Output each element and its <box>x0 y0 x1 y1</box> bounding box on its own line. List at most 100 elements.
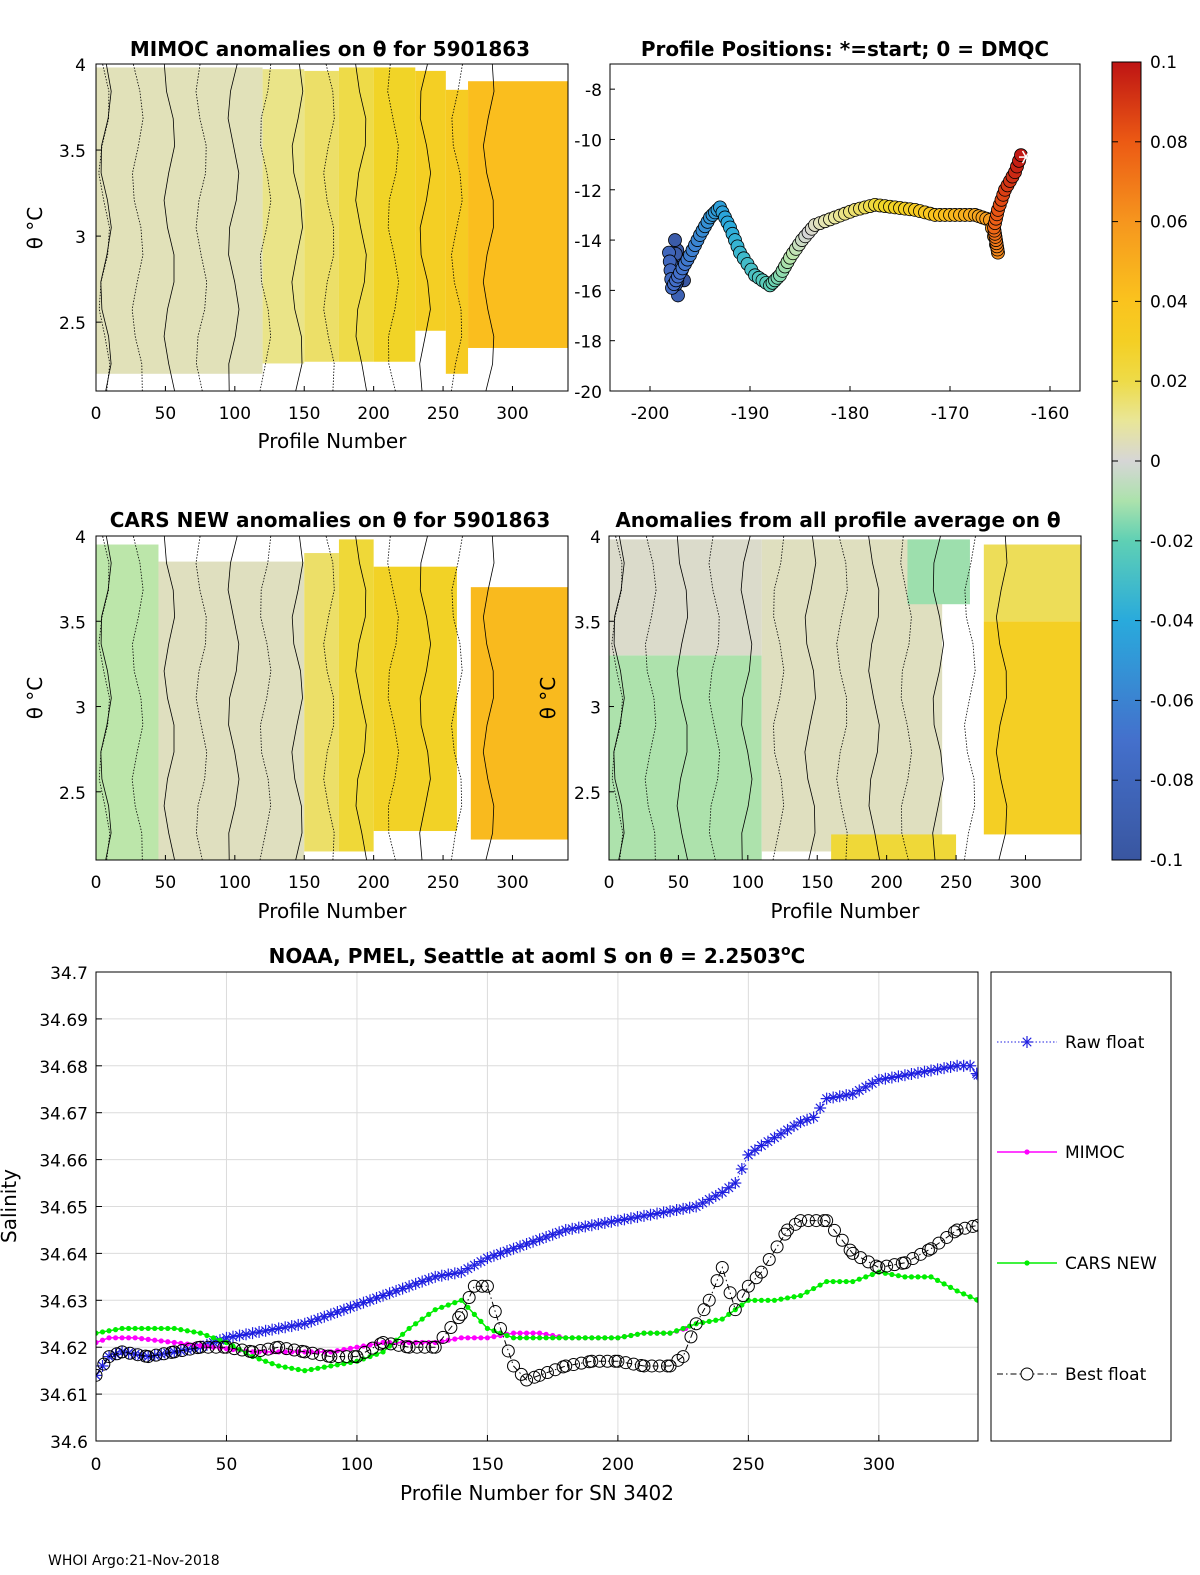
heatmap-cell <box>415 70 446 331</box>
cars-marker <box>373 1351 380 1357</box>
cars-marker <box>432 1307 438 1313</box>
y-tick-label: -14 <box>574 232 602 252</box>
y-tick-label: 3.5 <box>59 142 86 162</box>
mimoc-axes-box <box>95 63 569 392</box>
heatmap-cell <box>304 553 339 852</box>
cars-marker <box>797 1293 804 1299</box>
cars-marker <box>732 1307 738 1313</box>
heatmap-cell <box>470 587 568 840</box>
mimoc-ylabel: θ °C <box>23 207 47 250</box>
footer-credit: WHOI Argo:21-Nov-2018 <box>48 1553 220 1569</box>
best-float-marker <box>880 1259 894 1273</box>
contour-line <box>227 536 240 860</box>
best-float-marker <box>444 1321 458 1335</box>
raw-float-marker <box>939 1063 949 1073</box>
cars-marker <box>419 1316 425 1322</box>
cars-line <box>96 1271 978 1372</box>
best-float-marker <box>452 1311 466 1325</box>
best-float-marker <box>778 1227 792 1241</box>
contour-line <box>900 536 913 860</box>
best-float-marker <box>835 1233 849 1247</box>
cars-marker <box>804 1289 810 1295</box>
best-float-marker <box>914 1247 928 1261</box>
best-float-marker <box>540 1366 554 1380</box>
best-float-marker <box>462 1290 476 1304</box>
cars-marker <box>99 1329 106 1335</box>
x-tick-label: 250 <box>427 404 459 424</box>
best-float-marker <box>684 1330 698 1344</box>
salinity-grid <box>95 971 978 1442</box>
cars-marker <box>315 1365 321 1371</box>
raw-float-marker <box>574 1222 584 1233</box>
y-tick-label: 34.68 <box>39 1058 88 1078</box>
heatmap-cell <box>373 67 416 362</box>
best-float-marker <box>794 1214 808 1228</box>
best-float-marker <box>332 1350 346 1364</box>
salinity-series <box>96 1059 978 1387</box>
raw-float-marker <box>691 1201 701 1212</box>
heatmap-cell <box>445 89 469 374</box>
raw-float-marker <box>587 1220 597 1230</box>
avg-heatmap <box>609 536 1081 860</box>
contour-line <box>419 64 432 391</box>
best-float-marker <box>96 1368 103 1382</box>
best-float-marker <box>350 1350 364 1364</box>
raw-float-marker <box>973 1074 978 1080</box>
raw-float-marker <box>580 1221 590 1232</box>
mimoc-marker <box>204 1343 210 1350</box>
mimoc-marker <box>523 1330 530 1336</box>
raw-float-marker <box>652 1208 662 1219</box>
cars-marker <box>452 1300 458 1306</box>
best-float-marker <box>246 1345 260 1359</box>
salinity-ticks: 0 50 100 150 200 250 300 34.6 34.61 34.62 34.63 34.… <box>39 964 895 1475</box>
raw-float-marker <box>221 1333 232 1343</box>
cars-marker <box>784 1295 791 1301</box>
x-tick-label: 300 <box>1009 873 1041 893</box>
cars-marker <box>556 1335 562 1341</box>
y-tick-label: 3 <box>590 699 601 719</box>
raw-float-marker <box>658 1207 669 1218</box>
cars-marker <box>895 1273 902 1279</box>
contour-line <box>131 64 144 391</box>
cars-marker <box>778 1296 784 1302</box>
best-float-marker <box>660 1359 674 1373</box>
heatmap-cell <box>907 539 970 605</box>
best-float-marker <box>872 1260 886 1274</box>
best-float-marker <box>843 1243 857 1257</box>
y-tick-label: 34.69 <box>39 1011 88 1031</box>
raw-float-marker <box>1022 1037 1032 1047</box>
contour-line <box>676 536 689 860</box>
best-float-marker <box>183 1342 197 1356</box>
best-float-marker <box>102 1350 116 1364</box>
raw-float-marker <box>952 1061 962 1071</box>
mimoc-marker <box>537 1330 543 1336</box>
mimoc-marker <box>152 1337 158 1343</box>
contour-line <box>482 64 495 391</box>
best-float-marker <box>533 1368 547 1382</box>
cars-marker <box>908 1274 915 1280</box>
x-tick-label: 300 <box>496 404 528 424</box>
cars-marker <box>641 1330 647 1336</box>
best-float-marker <box>340 1350 354 1364</box>
mimoc-marker <box>491 1334 497 1340</box>
heatmap-cell <box>609 539 762 656</box>
best-float-line <box>96 1220 978 1381</box>
cars-xlabel: Profile Number <box>258 899 408 923</box>
cars-marker <box>119 1325 125 1332</box>
contour-line <box>451 536 463 860</box>
mimoc-marker <box>132 1335 138 1341</box>
best-float-marker <box>585 1354 599 1368</box>
contour-line <box>355 64 367 391</box>
raw-float-marker <box>945 1062 956 1072</box>
raw-float-marker <box>893 1071 904 1082</box>
cars-marker <box>484 1325 491 1332</box>
mimoc-marker <box>139 1336 145 1342</box>
y-tick-label: 34.66 <box>39 1152 88 1172</box>
best-float-marker <box>131 1348 145 1362</box>
heatmap-cell <box>262 69 305 364</box>
best-float-marker <box>313 1348 327 1362</box>
y-tick-label: 34.63 <box>39 1292 88 1312</box>
cars-marker <box>771 1297 778 1303</box>
best-float-marker <box>827 1223 841 1237</box>
heatmap-cell <box>983 544 1081 622</box>
